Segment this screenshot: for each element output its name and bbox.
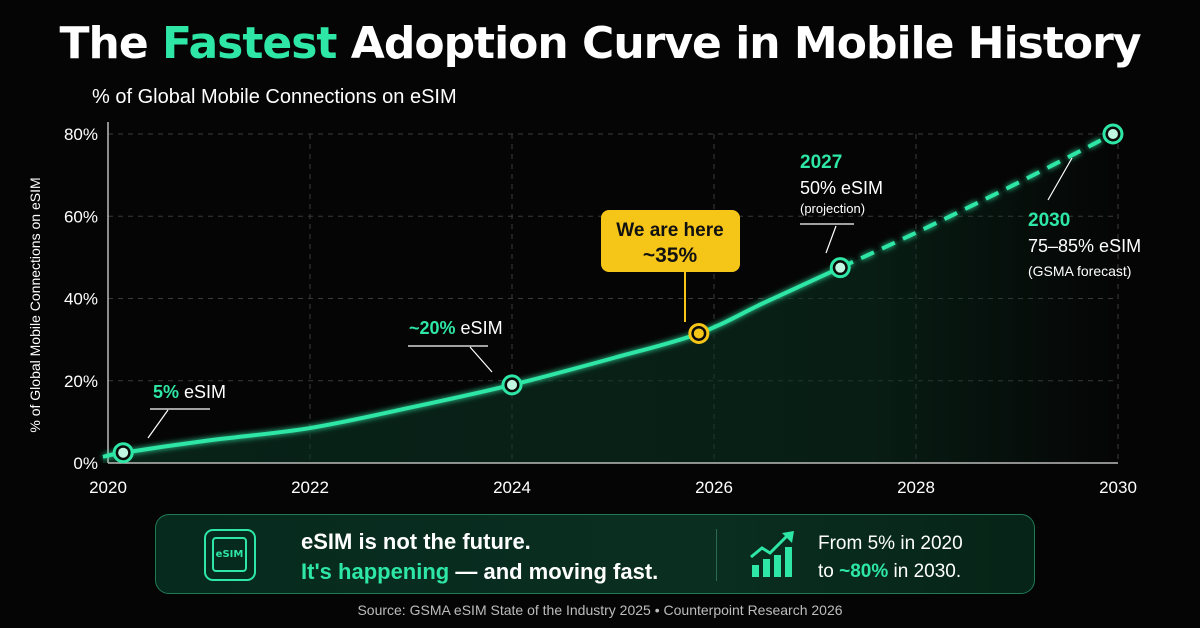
y-axis-label: % of Global Mobile Connections on eSIM — [27, 177, 43, 432]
label-2027-value: 50% eSIM — [800, 178, 883, 198]
y-tick-label: 20% — [64, 372, 98, 391]
banner-headline: eSIM is not the future. — [301, 529, 531, 554]
series-line-projection — [839, 132, 1114, 270]
banner-divider — [716, 529, 717, 581]
callout-line1: We are here — [616, 220, 723, 241]
x-tick-label: 2022 — [291, 478, 329, 497]
label-2030-note: (GSMA forecast) — [1028, 263, 1131, 279]
title-highlight: Fastest — [162, 18, 337, 69]
esim-chip-icon: eSIM — [204, 529, 256, 581]
data-point — [507, 379, 517, 390]
label-2024: ~20% eSIM — [409, 318, 503, 338]
we-are-here-callout: We are here ~35% — [601, 210, 740, 322]
label-2020-value: 5% — [153, 382, 179, 402]
series-line-actual — [102, 265, 842, 459]
y-tick-label: 40% — [64, 290, 98, 309]
x-tick-label: 2020 — [89, 478, 127, 497]
page-title: The Fastest Adoption Curve in Mobile His… — [59, 18, 1142, 69]
label-2020: 5% eSIM — [153, 382, 226, 402]
banner-subline: It's happening — and moving fast. — [301, 559, 659, 584]
y-tick-label: 80% — [64, 125, 98, 144]
chart-subtitle: % of Global Mobile Connections on eSIM — [92, 86, 457, 108]
label-2030-year: 2030 — [1028, 210, 1070, 231]
source-note: Source: GSMA eSIM State of the Industry … — [357, 602, 843, 618]
annotation-leader — [469, 346, 493, 373]
adoption-chart: 0%20%40%60%80% 2020 2022 2024 2026 2028 2030 … — [27, 122, 1141, 497]
x-tick-label: 2026 — [695, 478, 733, 497]
y-tick-label: 0% — [73, 454, 98, 473]
banner-stat-line2: to ~80% in 2030. — [818, 561, 962, 582]
data-points — [112, 123, 1124, 464]
x-tick-labels: 2020 2022 2024 2026 2028 2030 — [89, 478, 1137, 497]
data-point — [1107, 129, 1118, 139]
x-tick-label: 2028 — [897, 478, 935, 497]
annotation-leader — [1047, 157, 1073, 201]
callout-line2: ~35% — [643, 244, 698, 267]
y-tick-labels: 0% 20% 40% 60% 80% — [64, 125, 98, 473]
annotation-leader — [147, 409, 169, 439]
banner-stat-line1: From 5% in 2020 — [818, 533, 963, 554]
data-point — [693, 328, 704, 339]
y-tick-label: 60% — [64, 207, 98, 226]
x-tick-label: 2030 — [1099, 478, 1137, 497]
label-2030-value: 75–85% eSIM — [1028, 236, 1141, 256]
annotation-leader — [825, 225, 837, 254]
data-point — [835, 262, 846, 273]
message-banner: eSIM eSIM is not the future. It's happen… — [155, 514, 1035, 594]
data-point — [118, 447, 129, 458]
label-2027-year: 2027 — [800, 152, 842, 173]
growth-chart-icon — [750, 531, 794, 577]
label-2024-value: ~20% — [409, 318, 456, 338]
annotation-leaders — [147, 157, 1073, 439]
x-tick-label: 2024 — [493, 478, 531, 497]
label-2027-note: (projection) — [800, 201, 865, 216]
area-fill — [102, 134, 1113, 463]
